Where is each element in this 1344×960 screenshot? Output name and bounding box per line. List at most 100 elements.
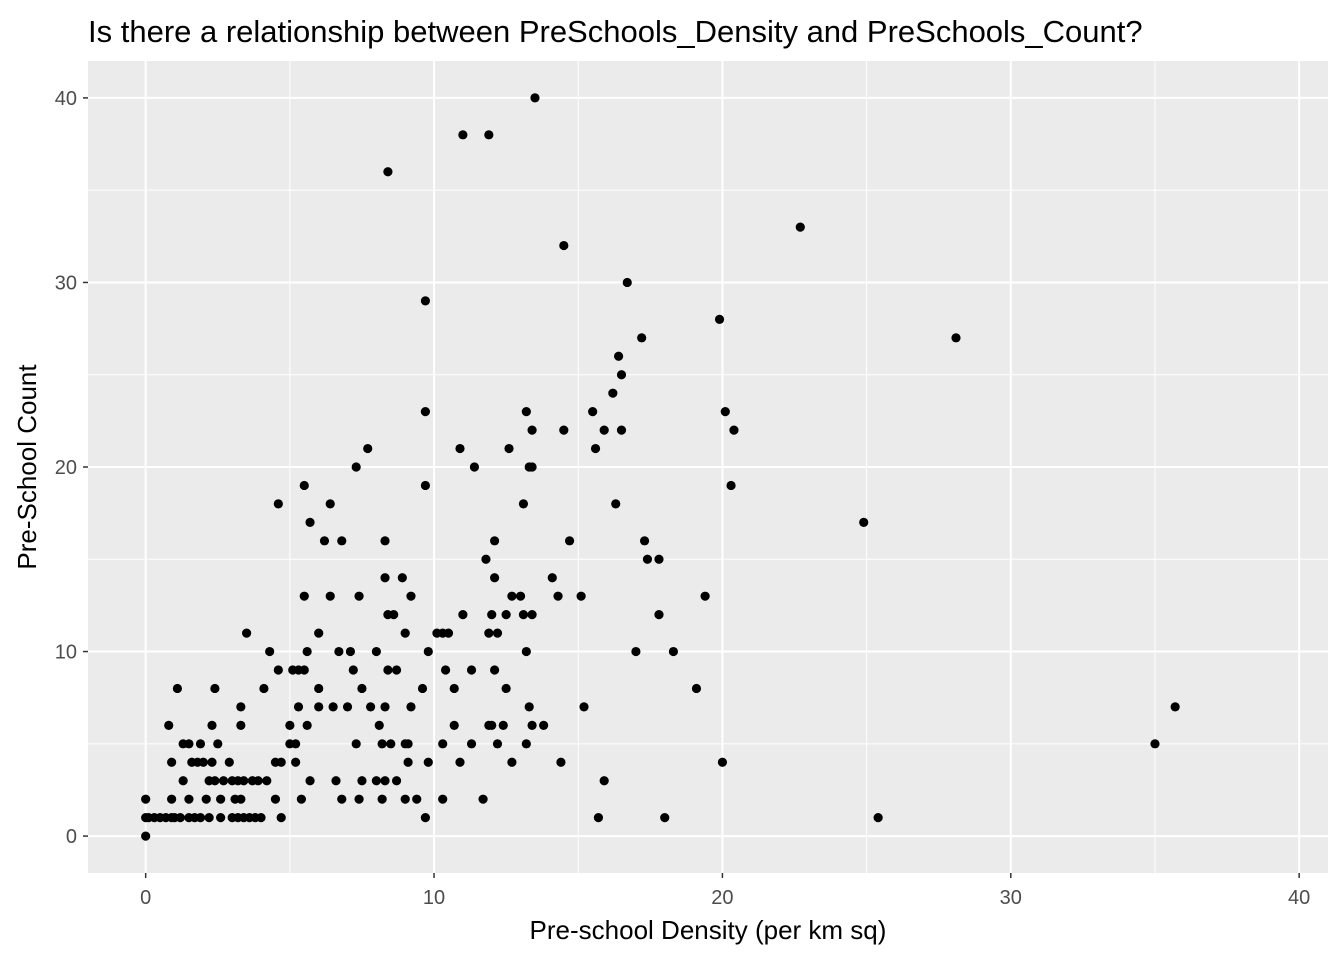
data-point: [458, 130, 468, 140]
data-point: [455, 443, 465, 454]
data-point: [490, 665, 500, 675]
data-point: [795, 222, 805, 232]
data-point: [501, 610, 511, 620]
data-point: [354, 591, 364, 601]
data-point: [588, 407, 598, 417]
data-point: [691, 683, 702, 694]
data-point: [216, 813, 226, 823]
data-point: [236, 794, 246, 804]
data-point: [530, 93, 540, 103]
data-point: [259, 683, 269, 694]
data-point: [420, 296, 430, 306]
data-point: [423, 646, 433, 657]
data-point: [481, 554, 491, 564]
data-point: [328, 702, 338, 712]
data-point: [498, 720, 508, 730]
data-point: [195, 739, 206, 749]
data-point: [484, 130, 494, 140]
data-point: [239, 776, 249, 786]
data-point: [276, 813, 286, 823]
data-point: [501, 683, 511, 694]
data-point: [363, 443, 373, 454]
data-point: [325, 591, 335, 601]
data-point: [1150, 739, 1160, 749]
data-point: [639, 536, 650, 546]
data-point: [207, 757, 217, 767]
data-point: [293, 702, 304, 712]
data-point: [305, 517, 315, 527]
data-point: [660, 813, 670, 823]
data-point: [167, 794, 177, 804]
x-tick-label: 40: [1288, 887, 1310, 909]
data-point: [314, 628, 324, 638]
data-point: [141, 794, 151, 804]
data-point: [717, 757, 728, 767]
data-point: [700, 591, 710, 601]
data-point: [377, 794, 387, 804]
data-point: [951, 333, 961, 343]
data-point: [729, 425, 739, 435]
data-point: [314, 683, 324, 694]
data-point: [614, 351, 624, 361]
data-point: [714, 314, 725, 324]
data-point: [599, 425, 609, 435]
data-point: [175, 813, 185, 823]
data-point: [302, 720, 312, 730]
data-point: [466, 739, 477, 749]
data-point: [539, 720, 549, 730]
data-point: [391, 776, 402, 786]
data-point: [668, 646, 679, 657]
data-point: [207, 720, 217, 730]
data-point: [406, 591, 416, 601]
data-point: [403, 757, 413, 767]
data-point: [504, 443, 514, 454]
data-point: [270, 794, 281, 804]
major-gridlines: [88, 61, 1328, 873]
data-point: [420, 813, 430, 823]
data-point: [285, 720, 295, 730]
data-point: [371, 776, 381, 786]
data-point: [380, 573, 390, 583]
data-point: [400, 628, 410, 638]
data-point: [357, 683, 367, 694]
data-point: [654, 610, 664, 620]
data-point: [637, 333, 647, 343]
y-tick-label: 20: [55, 457, 77, 479]
data-point: [383, 665, 393, 675]
data-point: [354, 794, 364, 804]
data-point: [487, 720, 497, 730]
data-point: [438, 794, 448, 804]
y-tick-label: 10: [55, 642, 77, 664]
data-point: [553, 591, 563, 601]
data-point: [296, 794, 306, 804]
data-point: [314, 702, 324, 712]
data-point: [302, 646, 312, 657]
data-point: [262, 776, 272, 786]
data-point: [351, 739, 361, 749]
data-point: [348, 665, 358, 675]
data-point: [579, 702, 589, 712]
data-point: [642, 554, 653, 564]
data-point: [305, 776, 315, 786]
data-point: [527, 425, 537, 435]
data-point: [492, 739, 503, 749]
data-point: [178, 776, 188, 786]
data-point: [167, 757, 177, 767]
data-point: [299, 480, 309, 491]
data-point: [593, 813, 604, 823]
data-point: [380, 702, 390, 712]
x-tick-label: 0: [140, 887, 151, 909]
data-point: [466, 665, 477, 675]
data-point: [521, 739, 531, 749]
data-point: [616, 370, 627, 380]
data-point: [371, 646, 381, 657]
data-point: [518, 499, 529, 509]
data-point: [443, 628, 454, 638]
data-point: [458, 610, 468, 620]
data-point: [611, 499, 621, 509]
data-point: [527, 462, 537, 472]
data-point: [299, 591, 309, 601]
data-point: [377, 739, 387, 749]
